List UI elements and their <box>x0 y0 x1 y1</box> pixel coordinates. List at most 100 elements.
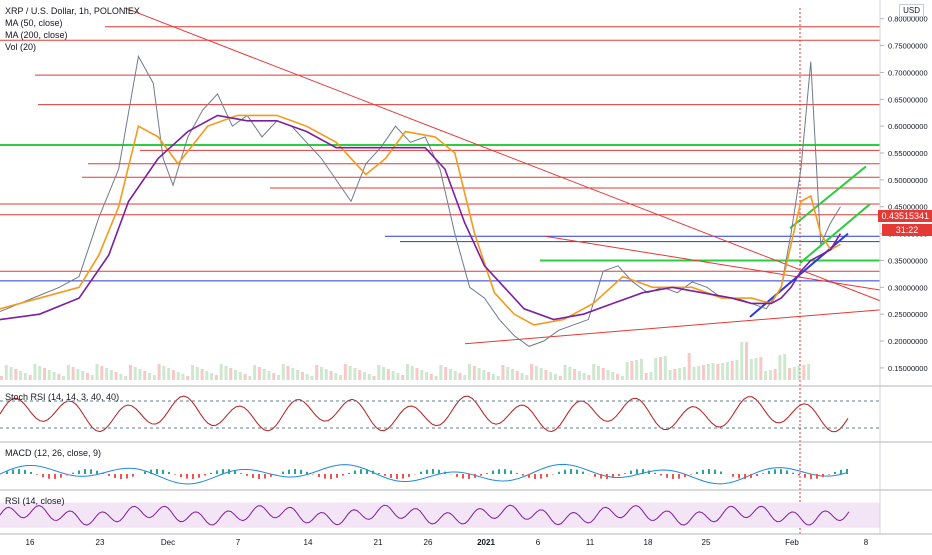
macd-histogram-bar <box>702 470 704 474</box>
volume-bar <box>5 365 8 380</box>
volume-bar <box>793 367 796 380</box>
volume-bar <box>105 368 108 380</box>
volume-bar <box>659 357 662 380</box>
volume-bar <box>697 366 700 380</box>
x-tick-label: 6 <box>536 538 541 547</box>
volume-bar <box>33 364 36 380</box>
volume-bar <box>630 361 633 380</box>
volume-bar <box>621 376 624 380</box>
volume-bar <box>239 372 242 380</box>
volume-bar <box>67 365 70 380</box>
ma50-label: MA (50, close) <box>5 17 140 29</box>
volume-bar <box>282 364 285 380</box>
volume-bar <box>76 369 79 380</box>
price-axis-bg <box>880 0 932 550</box>
x-tick-label: 7 <box>236 538 241 547</box>
macd-histogram-bar <box>36 474 38 475</box>
volume-bar <box>740 342 743 380</box>
volume-bar <box>788 368 791 380</box>
volume-bar <box>468 364 471 380</box>
volume-bar <box>406 364 409 380</box>
volume-bar <box>86 373 89 380</box>
volume-bar <box>301 372 304 380</box>
volume-bar <box>349 366 352 380</box>
macd-histogram-bar <box>426 470 428 474</box>
volume-bar <box>186 376 189 380</box>
x-tick-label: Feb <box>785 538 799 547</box>
x-tick-label: 25 <box>702 538 711 547</box>
macd-histogram-bar <box>150 470 152 474</box>
macd-histogram-bar <box>114 474 116 478</box>
currency-label[interactable]: USD <box>899 4 924 17</box>
macd-histogram-bar <box>402 474 404 479</box>
volume-bar <box>478 368 481 380</box>
macd-histogram-bar <box>342 474 344 476</box>
macd-histogram-bar <box>102 473 104 474</box>
volume-bar <box>368 374 371 380</box>
macd-histogram-bar <box>810 474 812 479</box>
volume-bar <box>48 370 51 380</box>
volume-bar <box>38 366 41 380</box>
macd-histogram-bar <box>690 474 692 475</box>
macd-histogram-bar <box>66 474 68 475</box>
volume-bar <box>91 375 94 380</box>
rsi-label: RSI (14, close) <box>5 496 65 506</box>
macd-histogram-bar <box>492 471 494 474</box>
macd-histogram-bar <box>672 474 674 479</box>
y-tick-label: 0.70000000 <box>888 68 928 77</box>
volume-bar <box>702 365 705 380</box>
macd-histogram-bar <box>834 472 836 474</box>
macd-histogram-bar <box>654 473 656 474</box>
macd-histogram-bar <box>306 472 308 474</box>
macd-histogram-bar <box>768 471 770 474</box>
volume-bar <box>497 376 500 380</box>
macd-histogram-bar <box>216 470 218 474</box>
volume-bar <box>578 371 581 380</box>
volume-bar <box>272 373 275 380</box>
volume-bar <box>678 368 681 380</box>
macd-histogram-bar <box>30 472 32 474</box>
volume-bar <box>444 367 447 380</box>
volume-bar <box>463 375 466 380</box>
volume-bar <box>688 353 691 380</box>
macd-histogram-bar <box>408 474 410 477</box>
volume-bar <box>234 370 237 380</box>
macd-histogram-bar <box>60 474 62 478</box>
volume-bar <box>148 373 151 380</box>
macd-histogram-bar <box>570 469 572 474</box>
volume-bar <box>158 364 161 380</box>
volume-bar <box>506 367 509 380</box>
volume-bar <box>143 371 146 380</box>
macd-histogram-bar <box>480 474 482 476</box>
volume-bar <box>683 367 686 380</box>
volume-bar <box>420 370 423 380</box>
y-tick-label: 0.60000000 <box>888 122 928 131</box>
macd-histogram-bar <box>384 474 386 476</box>
volume-bar <box>692 367 695 380</box>
volume-bar <box>220 364 223 380</box>
chart-title: XRP / U.S. Dollar, 1h, POLONIEX <box>5 5 140 17</box>
macd-histogram-bar <box>540 474 542 479</box>
macd-histogram-bar <box>48 474 50 479</box>
macd-histogram-bar <box>372 471 374 474</box>
macd-histogram-bar <box>744 474 746 479</box>
volume-bar <box>53 372 56 380</box>
macd-histogram-bar <box>720 472 722 474</box>
macd-histogram-bar <box>642 469 644 474</box>
macd-histogram-bar <box>438 470 440 474</box>
volume-bar <box>540 368 543 380</box>
volume-bar <box>382 367 385 380</box>
volume-bar <box>435 376 438 380</box>
volume-bar <box>263 369 266 380</box>
macd-histogram-bar <box>462 474 464 479</box>
macd-histogram-bar <box>330 474 332 479</box>
volume-bar <box>181 374 184 380</box>
stoch-rsi-label: Stoch RSI (14, 14, 3, 40, 40) <box>5 392 119 402</box>
downtrend-line <box>545 236 880 290</box>
macd-histogram-bar <box>612 474 614 478</box>
volume-bar <box>731 361 734 380</box>
volume-bar <box>296 370 299 380</box>
macd-histogram-bar <box>348 473 350 474</box>
volume-bar <box>43 368 46 380</box>
volume-label: Vol (20) <box>5 41 140 53</box>
